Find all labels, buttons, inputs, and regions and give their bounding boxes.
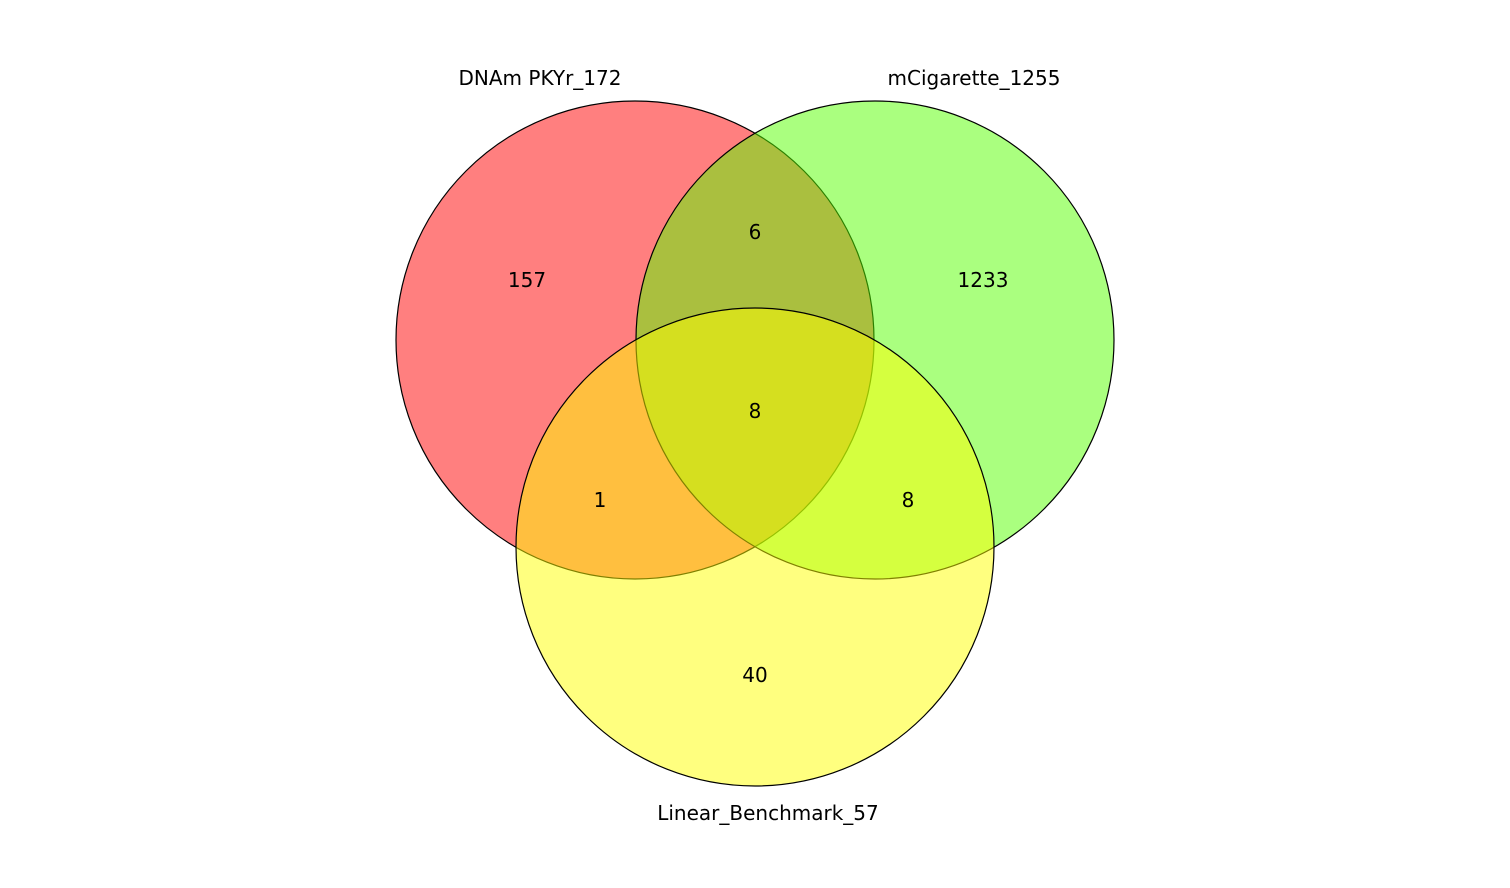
region-count-c-only: 40 bbox=[742, 663, 767, 687]
region-count-a-only: 157 bbox=[508, 268, 546, 292]
region-count-ac-only: 1 bbox=[594, 488, 607, 512]
set-label-mcigarette: mCigarette_1255 bbox=[888, 66, 1061, 90]
set-label-linear-benchmark: Linear_Benchmark_57 bbox=[657, 801, 879, 825]
set-label-dnam-pkyr: DNAm PKYr_172 bbox=[459, 66, 622, 90]
set-circle-linear-benchmark bbox=[515, 307, 995, 787]
region-count-bc-only: 8 bbox=[902, 488, 915, 512]
region-count-b-only: 1233 bbox=[958, 268, 1009, 292]
region-count-ab-only: 6 bbox=[749, 220, 762, 244]
region-count-abc: 8 bbox=[749, 399, 762, 423]
